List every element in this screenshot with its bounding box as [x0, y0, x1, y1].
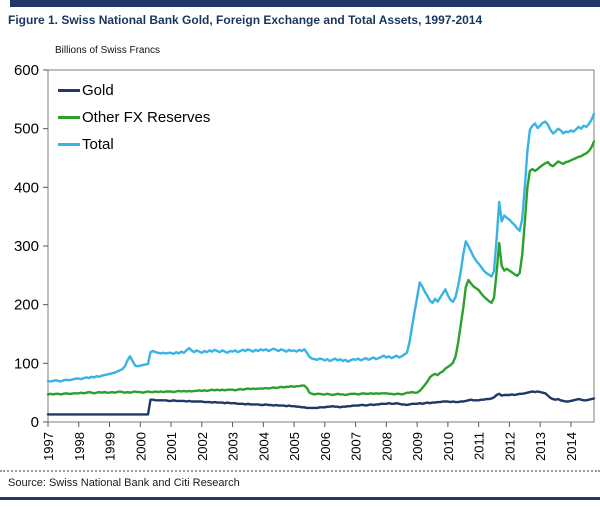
- x-axis-tick-label: 2007: [349, 432, 364, 461]
- y-axis-tick-label: 100: [14, 355, 39, 372]
- legend-item-total: Total: [58, 131, 210, 158]
- chart-legend: Gold Other FX Reserves Total: [58, 77, 210, 158]
- series-line-gold: [46, 390, 596, 416]
- legend-item-other-fx-reserves: Other FX Reserves: [58, 104, 210, 131]
- x-axis-tick-label: 2004: [256, 432, 271, 461]
- legend-label-other-fx-reserves: Other FX Reserves: [82, 109, 211, 126]
- x-axis-tick-label: 2001: [164, 432, 179, 461]
- top-accent-bar: [10, 0, 600, 7]
- x-axis-tick-label: 1999: [103, 432, 118, 461]
- x-axis-tick-label: 2002: [195, 432, 210, 461]
- x-axis-tick-label: 2000: [133, 432, 148, 461]
- x-axis-tick-label: 2011: [472, 432, 487, 460]
- y-axis-tick-label: 500: [14, 121, 39, 138]
- series-line-total: [46, 112, 596, 383]
- x-axis-tick-label: 2003: [226, 432, 241, 461]
- x-axis-tick-label: 2006: [318, 432, 333, 461]
- x-axis-tick-label: 1998: [72, 432, 87, 461]
- legend-label-total: Total: [82, 136, 114, 153]
- series-line-other-fx-reserves: [46, 140, 596, 397]
- x-axis-tick-label: 2005: [287, 432, 302, 461]
- legend-item-gold: Gold: [58, 77, 210, 104]
- fx-line-swatch-icon: [58, 116, 80, 119]
- x-axis-tick-label: 2008: [379, 432, 394, 461]
- x-axis-tick-label: 2010: [441, 432, 456, 461]
- x-axis-tick-label: 2012: [502, 432, 517, 461]
- x-axis-tick-label: 2009: [410, 432, 425, 461]
- bottom-accent-rule: [0, 497, 600, 500]
- y-axis-units-label: Billions of Swiss Francs: [55, 45, 161, 56]
- dotted-divider: [0, 470, 600, 472]
- y-axis-tick-label: 400: [14, 179, 39, 196]
- assets-line-chart: 0 100 200 300 400 500 600 1997 1998 1999 2000 2001 2…: [14, 62, 596, 461]
- gold-line-swatch-icon: [58, 89, 80, 92]
- figure-title: Figure 1. Swiss National Bank Gold, Fore…: [8, 13, 483, 27]
- x-axis-tick-label: 1997: [41, 432, 56, 461]
- x-axis-tick-label: 2013: [533, 432, 548, 461]
- y-axis-tick-label: 300: [14, 238, 39, 255]
- y-axis-tick-label: 200: [14, 297, 39, 314]
- y-axis-tick-label: 600: [14, 62, 39, 79]
- y-axis-tick-label: 0: [31, 414, 39, 431]
- total-line-swatch-icon: [58, 143, 80, 146]
- x-axis-tick-label: 2014: [564, 432, 579, 461]
- legend-label-gold: Gold: [82, 82, 114, 99]
- source-text: Source: Swiss National Bank and Citi Res…: [8, 477, 240, 489]
